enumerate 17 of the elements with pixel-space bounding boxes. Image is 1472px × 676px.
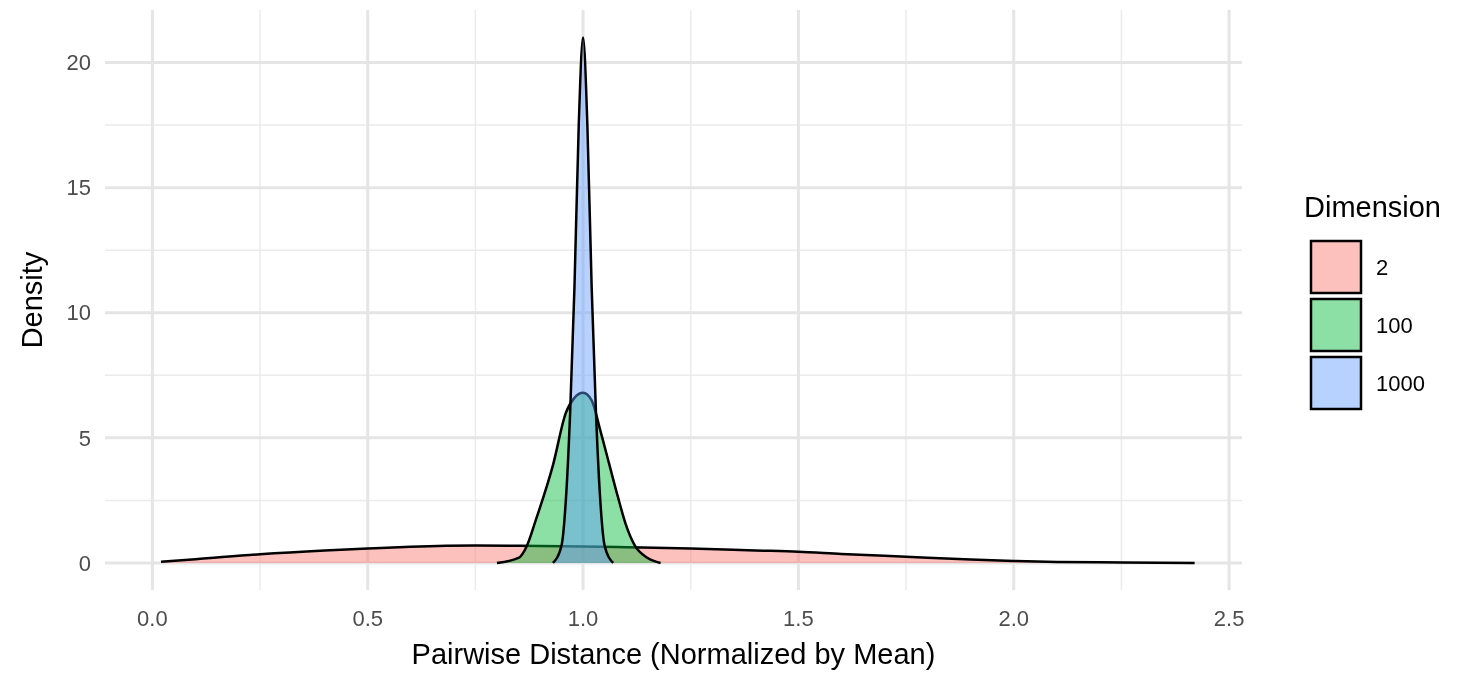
y-tick-label: 20 xyxy=(66,50,91,76)
x-tick-label: 2.5 xyxy=(1213,606,1245,631)
y-tick-label: 5 xyxy=(78,425,91,451)
y-axis-title: Density xyxy=(16,251,48,349)
x-tick-label: 2.0 xyxy=(998,606,1030,631)
legend-label: 100 xyxy=(1376,312,1413,338)
x-axis-title: Pairwise Distance (Normalized by Mean) xyxy=(411,638,936,670)
x-tick-label: 0.5 xyxy=(352,606,384,631)
y-tick-label: 10 xyxy=(66,300,91,326)
legend-label: 1000 xyxy=(1376,370,1425,396)
y-tick-label: 0 xyxy=(78,550,91,576)
x-tick-label: 0.0 xyxy=(137,606,168,631)
x-tick-label: 1.0 xyxy=(567,606,599,631)
x-tick-label: 1.5 xyxy=(783,606,814,631)
legend-title: Dimension xyxy=(1304,191,1441,223)
y-tick-label: 15 xyxy=(66,175,91,201)
legend-label: 2 xyxy=(1376,254,1389,280)
